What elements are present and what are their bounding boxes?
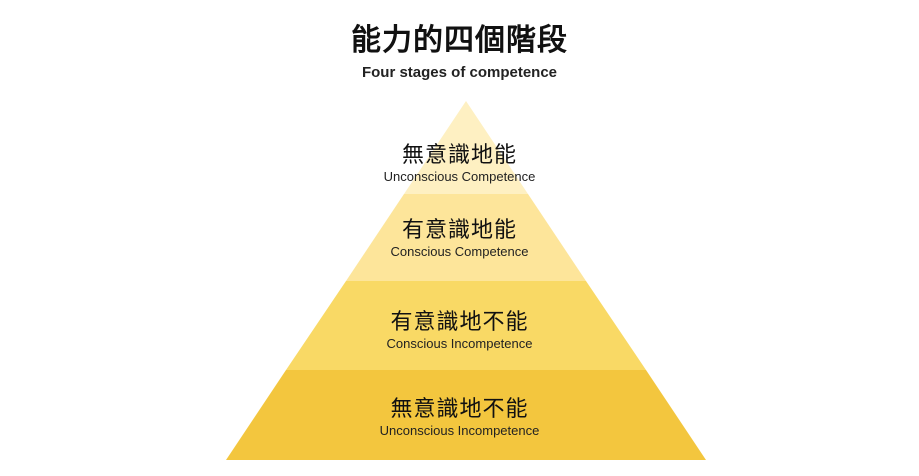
diagram-title: 能力的四個階段 [351, 23, 568, 58]
level-name-en: Unconscious Incompetence [379, 423, 540, 438]
level-label-unconscious-competence: 無意識地能 Unconscious Competence [0, 143, 919, 185]
level-name-en: Conscious Incompetence [386, 336, 533, 351]
level-name-zh: 有意識地不能 [390, 310, 529, 335]
level-label-conscious-incompetence: 有意識地不能 Conscious Incompetence [0, 310, 919, 352]
level-label-unconscious-incompetence: 無意識地不能 Unconscious Incompetence [0, 397, 919, 439]
pyramid-level-unconscious-incompetence [226, 370, 706, 460]
diagram-subtitle: Four stages of competence [361, 64, 558, 81]
pyramid-level-conscious-incompetence [286, 281, 646, 370]
level-label-conscious-competence: 有意識地能 Conscious Competence [0, 218, 919, 260]
level-name-zh: 有意識地能 [401, 218, 517, 243]
level-name-zh: 無意識地不能 [390, 397, 529, 422]
pyramid-level-conscious-competence [346, 194, 586, 281]
level-name-en: Conscious Competence [390, 244, 529, 259]
level-name-en: Unconscious Competence [383, 169, 536, 184]
level-name-zh: 無意識地能 [401, 143, 517, 168]
pyramid-level-unconscious-competence [404, 101, 528, 194]
